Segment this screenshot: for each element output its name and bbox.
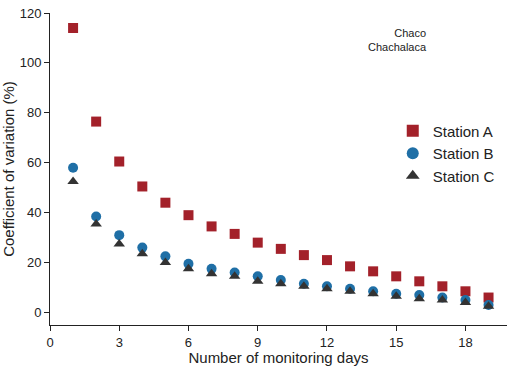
svg-text:20: 20 [27, 255, 41, 270]
svg-text:Coefficient of variation (%): Coefficient of variation (%) [0, 81, 17, 257]
svg-text:80: 80 [27, 105, 41, 120]
svg-text:40: 40 [27, 205, 41, 220]
svg-text:Station A: Station A [433, 123, 493, 140]
svg-text:60: 60 [27, 155, 41, 170]
svg-text:Station B: Station B [433, 145, 494, 162]
svg-text:6: 6 [185, 335, 192, 350]
svg-text:9: 9 [254, 335, 261, 350]
svg-text:100: 100 [20, 55, 42, 70]
svg-text:0: 0 [46, 335, 53, 350]
svg-text:18: 18 [458, 335, 472, 350]
svg-text:3: 3 [116, 335, 123, 350]
svg-text:12: 12 [320, 335, 334, 350]
svg-text:0: 0 [34, 305, 41, 320]
svg-text:120: 120 [20, 6, 42, 21]
svg-text:Station C: Station C [433, 168, 495, 185]
svg-text:Number of monitoring days: Number of monitoring days [188, 349, 368, 366]
svg-text:ChacoChachalaca: ChacoChachalaca [368, 27, 427, 53]
svg-text:15: 15 [389, 335, 403, 350]
